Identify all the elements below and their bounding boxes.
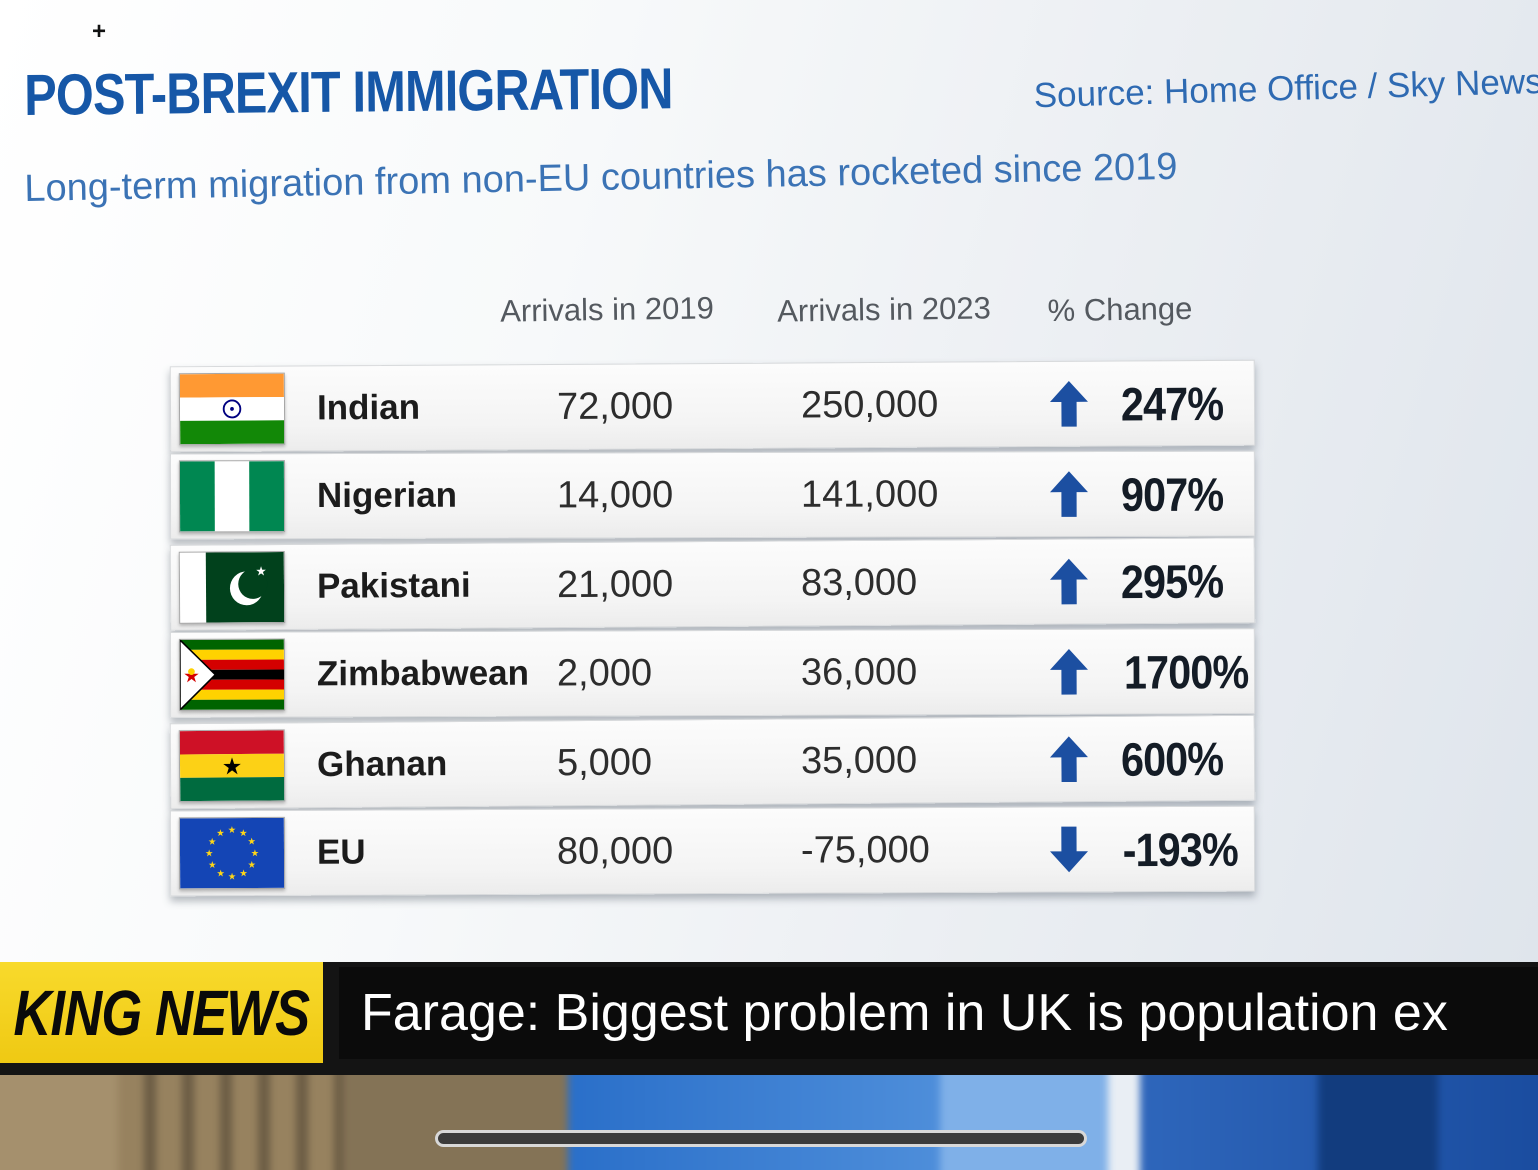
arrivals-2019-value: 21,000 bbox=[556, 562, 674, 606]
svg-text:★: ★ bbox=[183, 666, 200, 687]
svg-text:★: ★ bbox=[205, 848, 213, 859]
country-label: Ghanan bbox=[316, 744, 448, 785]
percent-change-value: 295% bbox=[1120, 553, 1224, 608]
percent-change-value: -193% bbox=[1122, 822, 1238, 876]
video-footage bbox=[0, 1075, 1538, 1170]
percent-change-cell: 1700% bbox=[1107, 644, 1273, 700]
country-label: Zimbabwean bbox=[316, 653, 530, 694]
country-label: Indian bbox=[316, 387, 421, 428]
footage-block bbox=[568, 1075, 940, 1170]
ghana-flag-icon: ★ bbox=[178, 729, 286, 803]
footage-block bbox=[1108, 1075, 1140, 1170]
up-arrow-icon bbox=[1031, 648, 1107, 696]
immigration-table: Indian 72,000 250,000 247% Nigerian 14,0… bbox=[169, 359, 1256, 897]
svg-text:★: ★ bbox=[228, 872, 236, 883]
down-arrow-icon bbox=[1031, 825, 1107, 873]
graphic-subtitle: Long-term migration from non-EU countrie… bbox=[24, 145, 1178, 210]
percent-change-value: 907% bbox=[1120, 467, 1224, 521]
page-title: POST-BREXIT IMMIGRATION bbox=[24, 56, 673, 128]
table-row: ★ ★ ★ ★ ★ ★ ★ ★ ★ ★ ★ ★ EU 80,00 bbox=[169, 805, 1256, 897]
headline-text: Farage: Biggest problem in UK is populat… bbox=[361, 984, 1448, 1042]
percent-change-cell: 295% bbox=[1107, 553, 1248, 609]
svg-text:★: ★ bbox=[247, 836, 255, 847]
arrivals-2019-value: 80,000 bbox=[556, 829, 674, 873]
arrivals-2019-value: 72,000 bbox=[556, 384, 674, 428]
table-row: ★ Zimbabwean 2,000 36,000 1700% bbox=[169, 628, 1256, 718]
breaking-news-label: KING NEWS bbox=[13, 976, 311, 1049]
column-header-percent-change: % Change bbox=[1047, 290, 1193, 329]
country-label: EU bbox=[316, 832, 366, 872]
svg-text:★: ★ bbox=[216, 828, 224, 839]
table-row: Indian 72,000 250,000 247% bbox=[169, 359, 1256, 453]
footage-block bbox=[0, 1075, 128, 1170]
eu-flag-icon: ★ ★ ★ ★ ★ ★ ★ ★ ★ ★ ★ ★ bbox=[178, 816, 286, 890]
svg-text:★: ★ bbox=[248, 860, 256, 871]
arrivals-2023-value: -75,000 bbox=[800, 828, 930, 872]
india-flag-icon bbox=[178, 372, 286, 446]
svg-text:★: ★ bbox=[251, 848, 259, 859]
percent-change-value: 600% bbox=[1120, 731, 1224, 786]
breaking-news-badge: KING NEWS bbox=[0, 962, 323, 1063]
svg-text:★: ★ bbox=[208, 860, 216, 871]
svg-text:★: ★ bbox=[255, 564, 266, 578]
footage-block bbox=[1318, 1075, 1438, 1170]
column-header-arrivals-2019: Arrivals in 2019 bbox=[499, 290, 715, 329]
table-row: Nigerian 14,000 141,000 907% bbox=[169, 450, 1256, 540]
svg-text:★: ★ bbox=[239, 828, 247, 839]
arrivals-2019-value: 5,000 bbox=[556, 740, 653, 784]
percent-change-value: 247% bbox=[1120, 376, 1224, 431]
video-progress-fill bbox=[438, 1133, 1084, 1144]
footage-block bbox=[118, 1075, 343, 1170]
arrivals-2023-value: 83,000 bbox=[800, 561, 918, 604]
up-arrow-icon bbox=[1031, 735, 1107, 784]
arrivals-2019-value: 14,000 bbox=[556, 473, 674, 516]
up-arrow-icon bbox=[1031, 470, 1107, 518]
up-arrow-icon bbox=[1031, 380, 1107, 428]
country-label: Pakistani bbox=[316, 565, 471, 606]
svg-text:★: ★ bbox=[239, 868, 247, 879]
svg-text:★: ★ bbox=[222, 753, 243, 779]
breaking-news-ticker: KING NEWS Farage: Biggest problem in UK … bbox=[0, 962, 1538, 1075]
table-column-headers: Arrivals in 2019 Arrivals in 2023 % Chan… bbox=[170, 290, 1255, 342]
cursor-artifact: + bbox=[92, 18, 107, 45]
column-header-arrivals-2023: Arrivals in 2023 bbox=[776, 290, 992, 329]
percent-change-cell: 247% bbox=[1107, 375, 1248, 431]
pakistan-flag-icon: ★ bbox=[178, 550, 286, 624]
table-row: ★ Pakistani 21,000 83,000 295% bbox=[169, 537, 1256, 631]
arrivals-2023-value: 141,000 bbox=[800, 472, 939, 516]
svg-text:★: ★ bbox=[216, 868, 224, 879]
video-frame bbox=[0, 1075, 1538, 1170]
source-attribution: Source: Home Office / Sky News bbox=[1033, 62, 1538, 116]
nigeria-flag-icon bbox=[178, 460, 286, 533]
footage-block bbox=[940, 1075, 1108, 1170]
zimbabwe-flag-icon: ★ bbox=[178, 638, 286, 711]
percent-change-cell: 600% bbox=[1107, 730, 1248, 786]
up-arrow-icon bbox=[1031, 557, 1107, 606]
headline-bar: Farage: Biggest problem in UK is populat… bbox=[339, 967, 1538, 1059]
arrivals-2023-value: 250,000 bbox=[800, 383, 939, 426]
arrivals-2023-value: 36,000 bbox=[800, 650, 918, 694]
table-row: ★ Ghanan 5,000 35,000 600% bbox=[169, 714, 1256, 810]
footage-block bbox=[343, 1075, 568, 1170]
arrivals-2019-value: 2,000 bbox=[556, 651, 653, 695]
immigration-graphic: + POST-BREXIT IMMIGRATION Source: Home O… bbox=[0, 0, 1538, 962]
svg-text:★: ★ bbox=[228, 825, 236, 836]
video-progress-bar[interactable] bbox=[435, 1130, 1087, 1147]
percent-change-cell: 907% bbox=[1107, 466, 1247, 521]
svg-text:★: ★ bbox=[208, 837, 216, 848]
percent-change-cell: -193% bbox=[1107, 821, 1262, 877]
percent-change-value: 1700% bbox=[1123, 644, 1249, 699]
arrivals-2023-value: 35,000 bbox=[800, 738, 918, 782]
country-label: Nigerian bbox=[316, 475, 458, 516]
